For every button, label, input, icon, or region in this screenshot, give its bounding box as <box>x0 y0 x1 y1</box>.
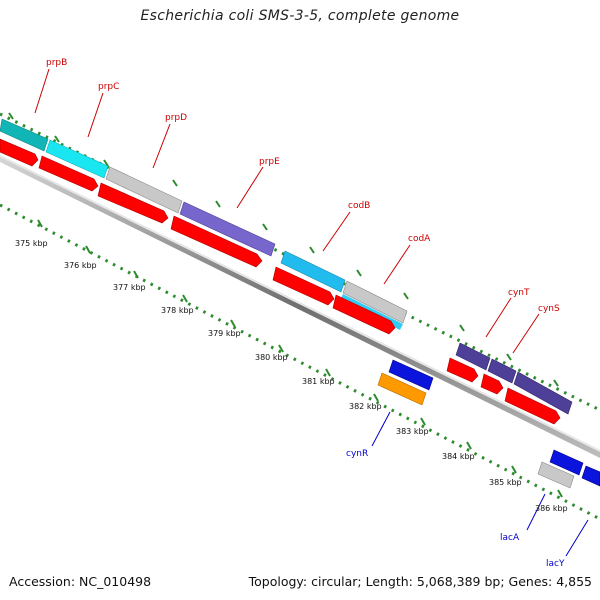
cds-arrow <box>0 138 39 167</box>
gene-label-prpB: prpB <box>46 58 67 68</box>
outer-tick <box>403 292 409 300</box>
cds-arrow <box>38 155 99 192</box>
cynT-block <box>455 342 491 371</box>
codA-block <box>342 280 408 324</box>
reverse-gene-blocks[interactable] <box>377 359 600 489</box>
gene-label-codA: codA <box>408 234 431 244</box>
gene-label-lacY: lacY <box>546 559 565 569</box>
prpD-block <box>105 166 183 214</box>
inner-tick <box>85 245 91 254</box>
outer-tick <box>506 353 512 361</box>
inner-tick <box>557 489 563 498</box>
outer-tick <box>553 379 559 387</box>
lacA-block <box>537 461 575 489</box>
scale-labels: 375 kbp 376 kbp 377 kbp 378 kbp 379 kbp … <box>15 239 568 513</box>
inner-tick <box>133 270 139 279</box>
scale-label: 380 kbp <box>255 353 288 362</box>
gene-labels: prpB prpC prpD prpE codB codA cynT cynS … <box>46 58 565 569</box>
outer-tick <box>459 324 465 332</box>
inner-tick <box>511 465 517 474</box>
inner-tick <box>37 219 43 228</box>
cynS-mid-block <box>487 358 517 384</box>
lacY-block-small <box>549 449 584 476</box>
scale-label: 379 kbp <box>208 329 241 338</box>
inner-tick <box>373 393 379 402</box>
prpC-block <box>45 139 109 179</box>
outer-tick <box>8 112 14 120</box>
scale-label: 386 kbp <box>535 504 568 513</box>
inner-tick <box>182 294 188 303</box>
gene-label-prpD: prpD <box>165 113 187 123</box>
inner-tick <box>466 441 472 450</box>
gene-label-lacA: lacA <box>500 533 520 543</box>
scale-label: 382 kbp <box>349 402 382 411</box>
outer-tick <box>103 159 109 167</box>
lacY-block <box>581 465 600 487</box>
outer-tick <box>172 179 178 187</box>
codB-block <box>280 250 346 293</box>
cds-arrows[interactable] <box>0 138 561 425</box>
genome-summary: Topology: circular; Length: 5,068,389 bp… <box>248 574 592 589</box>
scale-label: 376 kbp <box>64 261 97 270</box>
outer-tick <box>262 223 268 231</box>
prpB-block <box>0 118 49 152</box>
cds-arrow <box>332 294 396 335</box>
gene-label-prpC: prpC <box>98 82 119 92</box>
gene-label-cynR: cynR <box>346 449 368 459</box>
genome-backbone <box>0 155 600 458</box>
inner-dotted-ring <box>0 203 600 521</box>
forward-gene-blocks[interactable] <box>0 118 573 415</box>
inner-tick <box>420 417 426 426</box>
outer-tick <box>309 246 315 254</box>
scale-label: 381 kbp <box>302 377 335 386</box>
prpE-block <box>179 201 276 257</box>
label-pointers <box>34 68 589 557</box>
outer-tick <box>54 135 60 143</box>
cynS-block <box>513 371 573 415</box>
inner-tick <box>230 319 236 328</box>
cds-arrow <box>480 373 504 395</box>
scale-label: 377 kbp <box>113 283 146 292</box>
map-title: Escherichia coli SMS-3-5, complete genom… <box>140 8 460 24</box>
cds-arrow <box>97 182 169 224</box>
cds-arrow <box>272 266 335 306</box>
inner-tick <box>325 368 331 377</box>
accession-label: Accession: NC_010498 <box>9 574 152 589</box>
inner-tick <box>278 344 284 353</box>
gene-label-prpE: prpE <box>259 157 280 167</box>
scale-label: 383 kbp <box>396 427 429 436</box>
cds-arrow <box>446 357 479 383</box>
scale-label: 375 kbp <box>15 239 48 248</box>
cds-arrow <box>504 387 561 425</box>
cynR-block-top <box>388 359 434 391</box>
scale-label: 384 kbp <box>442 452 475 461</box>
outer-tick <box>356 269 362 277</box>
gene-label-cynS: cynS <box>538 304 560 314</box>
scale-label: 385 kbp <box>489 478 522 487</box>
scale-label: 378 kbp <box>161 306 194 315</box>
outer-tick <box>215 200 221 208</box>
cds-arrow <box>170 215 263 268</box>
gene-label-codB: codB <box>348 201 370 211</box>
cynR-block <box>377 372 427 406</box>
gene-label-cynT: cynT <box>508 288 530 298</box>
